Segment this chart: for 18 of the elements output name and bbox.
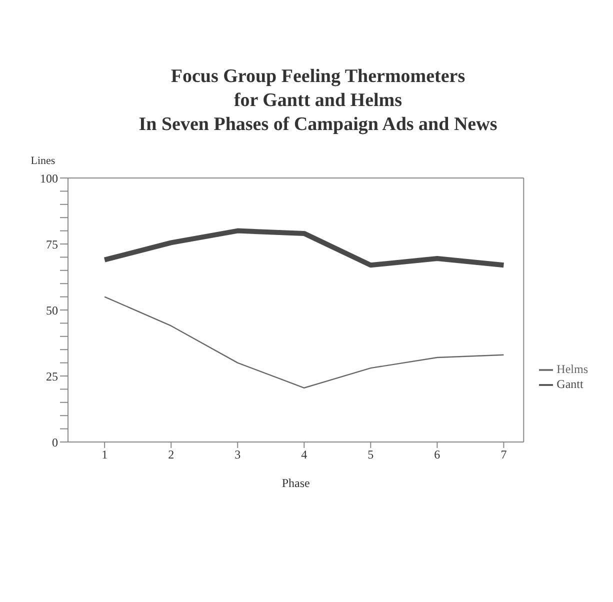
y-tick-label: 50 — [46, 303, 58, 318]
x-tick-label: 6 — [434, 448, 440, 462]
y-tick-label: 100 — [40, 171, 58, 186]
chart-title: Focus Group Feeling Thermometers for Gantt and Helms In Seven Phases of Campaign Ads and News — [138, 65, 498, 137]
x-axis-title: Phase — [282, 476, 310, 490]
y-tick-label: 0 — [52, 435, 58, 450]
legend-label: Gantt — [556, 377, 584, 391]
y-tick-label: 25 — [46, 369, 58, 384]
x-tick-label: 3 — [234, 448, 241, 462]
y-tick-label: 75 — [46, 237, 58, 252]
x-tick-label: 4 — [301, 448, 308, 462]
line-series — [104, 296, 504, 388]
x-tick-label: 7 — [500, 448, 507, 462]
legend-label: Helms — [556, 362, 588, 376]
x-tick-label: 2 — [168, 448, 174, 462]
x-tick-label: 1 — [102, 448, 108, 462]
x-tick-label: 5 — [368, 448, 374, 462]
y-axis-title: Lines — [30, 155, 56, 167]
